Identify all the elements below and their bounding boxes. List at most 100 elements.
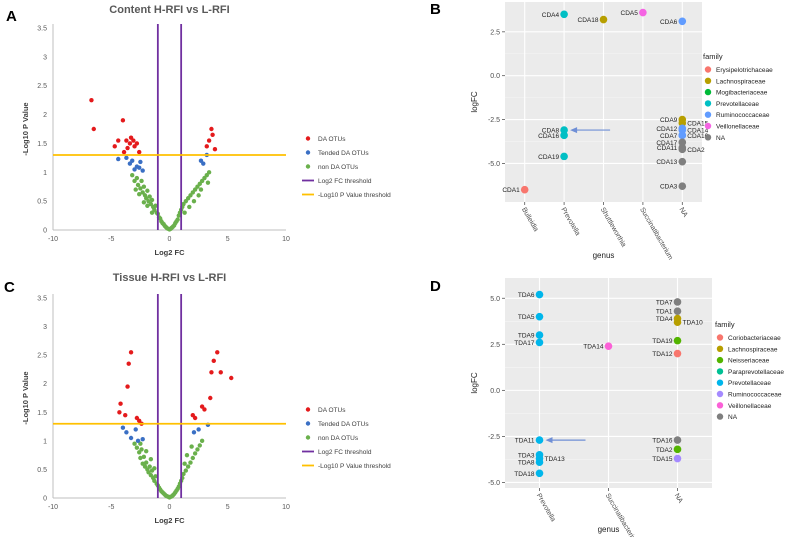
x-tick-label: -10 (48, 504, 58, 511)
non-da-otu-point (135, 182, 141, 188)
legend-marker (704, 100, 712, 107)
data-point (604, 342, 613, 350)
non-da-otu-point (192, 451, 198, 456)
legend-marker (704, 111, 712, 118)
data-point (673, 298, 682, 306)
legend-marker (704, 134, 712, 141)
non-da-otu-point (185, 464, 191, 469)
tended-otu-point (128, 435, 134, 441)
x-axis-label: Log2 FC (155, 248, 186, 257)
point-label: TDA13 (545, 456, 566, 463)
non-da-otu-point (141, 184, 147, 189)
non-da-otu-point (181, 471, 186, 477)
non-da-otu-point (149, 197, 155, 203)
y-tick-label: 1.5 (37, 141, 47, 148)
point-label: CDA17 (656, 140, 677, 147)
point-label: CDA16 (538, 133, 559, 140)
point-label: CDA9 (660, 117, 678, 124)
non-da-otu-point (206, 170, 212, 175)
legend-marker (704, 88, 712, 96)
da-otu-point (211, 358, 216, 364)
non-da-otu-point (190, 455, 195, 461)
da-otu-point (192, 415, 198, 421)
da-otu-point (206, 138, 212, 143)
non-da-otu-point (187, 204, 192, 210)
legend-marker (704, 66, 712, 73)
y-tick-label: 0.5 (37, 467, 47, 474)
y-axis-label: -Log10 P Value (21, 371, 30, 424)
data-point (560, 10, 568, 19)
y-tick-label: -5.0 (488, 480, 500, 487)
point-label: CDA19 (538, 154, 559, 161)
tended-otu-point (201, 161, 206, 166)
legend-label: Coriobacteriaceae (728, 335, 781, 342)
legend-label: Prevotellaceae (728, 380, 771, 387)
y-tick-label: -2.5 (488, 434, 500, 441)
legend-label: NA (716, 135, 726, 142)
highlight-arrow-head (545, 437, 553, 444)
legend-label: non DA OTUs (318, 435, 359, 442)
point-label: CDA18 (578, 17, 599, 24)
y-tick-label: 2 (43, 112, 47, 119)
non-da-otu-point (197, 443, 202, 448)
da-otu-point (229, 375, 234, 381)
panel-label-b: B (430, 1, 441, 18)
da-otu-point (209, 370, 214, 375)
legend-marker (305, 407, 311, 412)
legend-label: -Log10 P Value threshold (318, 192, 391, 199)
legend-label: Tended DA OTUs (318, 150, 369, 157)
x-axis-label: genus (598, 525, 620, 534)
da-otu-point (126, 361, 131, 366)
point-label: TDA18 (514, 471, 535, 478)
legend-label: Log2 FC threshold (318, 449, 372, 456)
legend-marker (704, 77, 712, 85)
legend-label: DA OTUs (318, 136, 346, 143)
x-tick-label: 10 (282, 236, 290, 243)
point-label: CDA12 (656, 126, 677, 133)
highlight-arrow-head (570, 127, 578, 134)
non-da-otu-point (198, 187, 204, 192)
da-otu-point (204, 144, 209, 149)
tended-otu-point (130, 158, 135, 163)
x-tick-label: NA (678, 207, 689, 219)
legend-label: non DA OTUs (318, 164, 359, 171)
legend-title: family (715, 320, 735, 329)
point-label: TDA19 (652, 338, 673, 345)
legend-label: Erysipelotrichaceae (716, 67, 773, 74)
tended-otu-point (138, 159, 143, 165)
point-label: CDA2 (687, 147, 705, 154)
non-da-otu-point (132, 441, 137, 446)
da-otu-point (117, 410, 122, 415)
point-label: CDA15 (687, 121, 708, 128)
point-label: TDA4 (656, 316, 673, 323)
non-da-otu-point (145, 203, 150, 208)
legend-marker (704, 122, 712, 130)
x-axis-label: Log2 FC (155, 516, 186, 525)
da-otu-point (123, 412, 128, 418)
tended-otu-point (133, 427, 138, 432)
tended-otu-point (196, 427, 201, 432)
point-label: CDA14 (687, 128, 708, 135)
legend-marker (305, 164, 311, 169)
non-da-otu-point (144, 460, 149, 465)
panel-label-d: D (430, 278, 441, 295)
data-point (673, 307, 682, 315)
y-tick-label: 3.5 (37, 296, 47, 303)
chart-title: Content H-RFI vs L-RFI (109, 4, 229, 16)
x-axis-label: genus (593, 251, 615, 260)
non-da-otu-point (141, 454, 147, 460)
point-label: TDA12 (652, 351, 673, 358)
y-tick-label: 2.5 (490, 29, 500, 36)
tended-otu-point (120, 425, 126, 430)
x-tick-label: Prevotella (559, 207, 581, 238)
tended-otu-point (140, 168, 145, 173)
tended-otu-point (140, 436, 145, 442)
point-label: TDA14 (583, 344, 604, 351)
data-point (673, 445, 682, 454)
x-tick-label: -5 (108, 504, 114, 511)
da-otu-point (112, 144, 117, 149)
da-otu-point (127, 141, 133, 146)
y-tick-label: 1 (43, 438, 47, 445)
legend-marker (305, 150, 311, 155)
